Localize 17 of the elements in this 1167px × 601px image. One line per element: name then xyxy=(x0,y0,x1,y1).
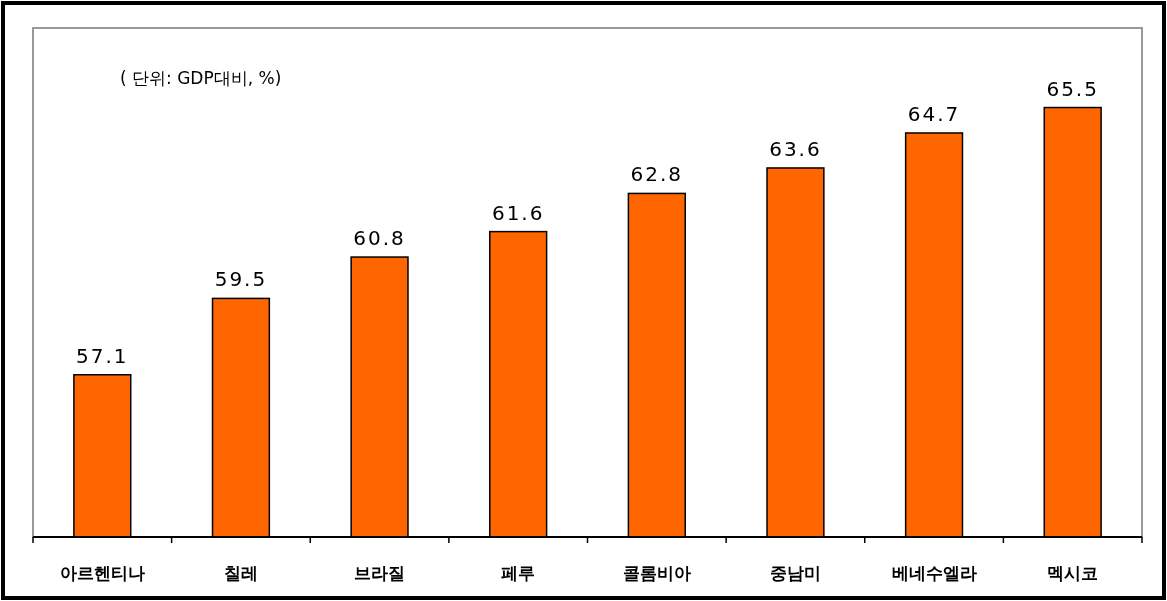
x-tick-label: 콜롬비아 xyxy=(622,563,691,583)
data-label: 61.6 xyxy=(491,200,545,225)
x-tick-label: 멕시코 xyxy=(1047,563,1099,583)
x-tick-label: 아르헨티나 xyxy=(59,563,145,583)
annotation: ( 단위: GDP대비, %) xyxy=(120,68,282,88)
data-label: 63.6 xyxy=(769,136,822,161)
x-tick-label: 브라질 xyxy=(354,563,406,583)
data-label: 64.7 xyxy=(907,101,961,126)
data-label: 65.5 xyxy=(1046,76,1099,101)
x-tick-label: 페루 xyxy=(501,563,536,583)
x-tick-label: 중남미 xyxy=(769,563,821,583)
x-tick-label: 베네수엘라 xyxy=(891,563,977,583)
data-label: 60.8 xyxy=(353,226,406,251)
x-tick-label: 칠레 xyxy=(223,563,258,583)
data-label: 57.1 xyxy=(76,343,129,368)
data-label: 62.8 xyxy=(630,162,684,187)
data-label: 59.5 xyxy=(214,267,268,292)
